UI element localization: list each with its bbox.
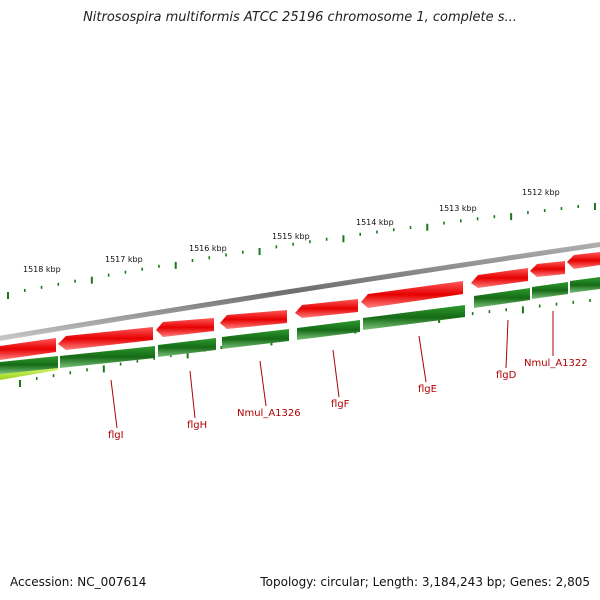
gene-arrow-forward[interactable]	[297, 320, 360, 340]
gene-arrow-reverse[interactable]	[471, 268, 528, 288]
topology-summary: Topology: circular; Length: 3,184,243 bp…	[260, 575, 590, 589]
scale-label: 1515 kbp	[272, 232, 310, 241]
gene-labels: flgI flgH Nmul_A1326 flgF flgE flgD Nmul…	[108, 358, 588, 441]
leader-line	[418, 335, 427, 383]
leader-line	[110, 379, 118, 429]
gene-arrow-forward[interactable]	[570, 277, 600, 293]
reverse-strand-track	[0, 252, 600, 360]
gene-arrow-reverse[interactable]	[0, 338, 56, 360]
scale-label: 1513 kbp	[439, 204, 477, 213]
scale-label: 1518 kbp	[23, 265, 61, 274]
gene-arrow-reverse[interactable]	[156, 318, 214, 337]
gene-arrow-reverse[interactable]	[58, 327, 153, 350]
gene-arrow-reverse[interactable]	[295, 299, 358, 318]
outer-scale-ticks	[7, 203, 596, 299]
gene-arrow-forward[interactable]	[222, 329, 289, 349]
gene-label-flgF[interactable]: flgF	[331, 399, 350, 410]
forward-strand-track	[0, 277, 600, 380]
gene-arrow-reverse[interactable]	[361, 281, 463, 308]
leader-line	[332, 349, 340, 398]
scale-label: 1517 kbp	[105, 255, 143, 264]
gene-arrow-reverse[interactable]	[220, 310, 287, 329]
gene-arrow-forward[interactable]	[363, 305, 465, 330]
gene-arrow-forward[interactable]	[158, 338, 216, 357]
gene-arrow-reverse[interactable]	[530, 261, 565, 277]
gene-arrow-forward[interactable]	[60, 346, 155, 368]
gene-label-flgE[interactable]: flgE	[418, 384, 437, 395]
gene-label-leaders	[110, 311, 554, 429]
gene-arrow-forward[interactable]	[532, 282, 568, 299]
leader-line	[505, 319, 509, 369]
gene-arrow-forward[interactable]	[474, 288, 530, 308]
gene-label-flgD[interactable]: flgD	[496, 370, 517, 381]
gene-label-flgI[interactable]: flgI	[108, 430, 124, 441]
gene-label-flgH[interactable]: flgH	[187, 420, 207, 431]
gene-arrow-forward[interactable]	[0, 356, 58, 374]
scale-label: 1512 kbp	[522, 188, 560, 197]
leader-line	[189, 370, 196, 419]
map-title: Nitrosospira multiformis ATCC 25196 chro…	[83, 10, 517, 25]
chromosome-backbone	[0, 241, 600, 341]
accession-text: Accession: NC_007614	[10, 575, 147, 589]
gene-label-nmul-a1322[interactable]: Nmul_A1322	[524, 358, 588, 369]
leader-line	[259, 360, 267, 407]
scale-label: 1514 kbp	[356, 218, 394, 227]
scale-labels: 1518 kbp 1517 kbp 1516 kbp 1515 kbp 1514…	[23, 188, 560, 274]
gene-label-nmul-a1326[interactable]: Nmul_A1326	[237, 408, 301, 419]
gene-arrow-reverse[interactable]	[567, 252, 600, 269]
scale-label: 1516 kbp	[189, 244, 227, 253]
